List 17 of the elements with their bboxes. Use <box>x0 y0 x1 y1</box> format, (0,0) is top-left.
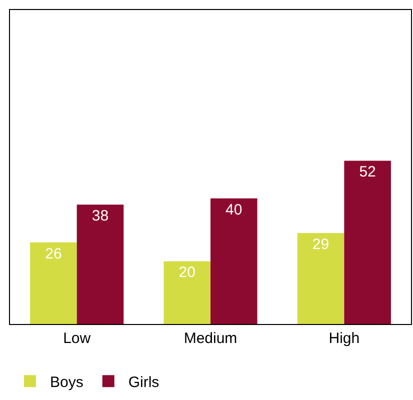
data-label: 20 <box>178 264 196 282</box>
data-label: 38 <box>92 208 109 225</box>
x-tick-label: Medium <box>184 330 238 347</box>
data-label: 26 <box>45 245 62 262</box>
bar <box>30 242 77 324</box>
data-label: 40 <box>226 201 242 218</box>
x-tick-label: High <box>328 330 360 347</box>
x-tick-label: Low <box>63 330 91 347</box>
data-label: 52 <box>359 164 376 181</box>
bar <box>164 261 210 324</box>
bar <box>210 198 258 324</box>
data-label: 29 <box>312 236 330 253</box>
bar <box>76 204 124 324</box>
legend-label: Boys <box>50 374 84 391</box>
bar <box>344 160 391 324</box>
bar <box>297 232 344 324</box>
legend-label: Girls <box>128 374 160 391</box>
